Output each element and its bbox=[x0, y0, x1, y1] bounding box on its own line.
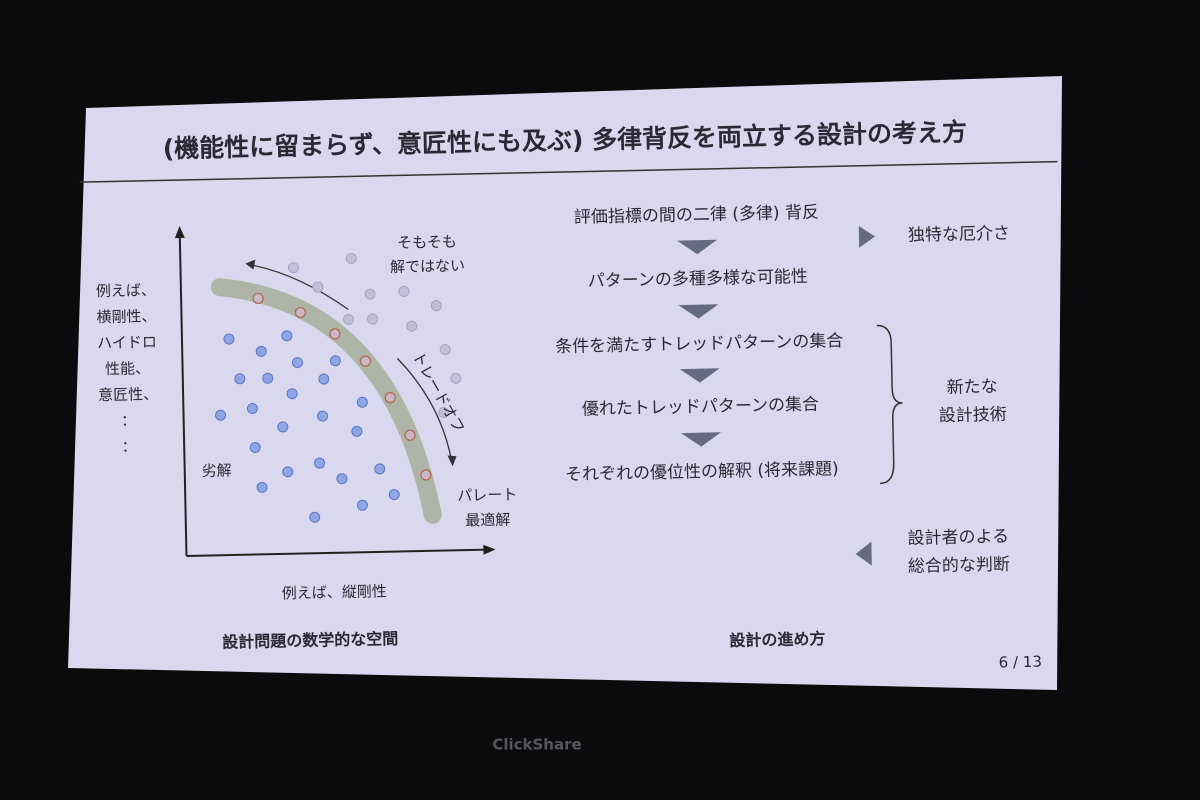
y-axis-label: ： bbox=[121, 411, 136, 429]
step-label: パターンの多種多様な可能性 bbox=[588, 267, 809, 292]
solution-dot bbox=[262, 372, 274, 384]
solution-dot bbox=[223, 333, 235, 345]
judgment-note: 総合的な判断 bbox=[908, 555, 1010, 577]
solution-dot bbox=[215, 409, 227, 421]
solution-dot bbox=[255, 345, 267, 357]
solution-dot bbox=[318, 373, 330, 385]
solution-dot bbox=[329, 355, 341, 367]
pareto-dot bbox=[420, 469, 432, 481]
brace bbox=[876, 324, 903, 485]
down-triangle bbox=[678, 304, 719, 319]
page-number: 6 / 13 bbox=[998, 653, 1042, 672]
new-tech-note: 新たな bbox=[946, 377, 997, 398]
solution-dot bbox=[281, 330, 293, 342]
infeasible-dot bbox=[406, 320, 418, 332]
x-axis bbox=[186, 548, 488, 557]
pareto-dot bbox=[384, 392, 396, 404]
judgment-note: 設計者のよる bbox=[907, 527, 1009, 549]
pareto-dot bbox=[329, 328, 341, 340]
pareto-dot bbox=[359, 355, 372, 367]
solution-dot bbox=[336, 473, 348, 485]
solution-dot bbox=[277, 421, 289, 433]
solution-dot bbox=[256, 481, 268, 493]
right-triangle bbox=[858, 225, 875, 248]
pareto-dot bbox=[252, 292, 264, 305]
infeasible-dot bbox=[438, 407, 450, 419]
solution-dot bbox=[374, 463, 386, 475]
title-rule bbox=[79, 160, 1058, 183]
infeasible-label: 解ではない bbox=[390, 257, 465, 277]
infeasible-dot bbox=[312, 281, 324, 293]
left-caption: 設計問題の数学的な空間 bbox=[222, 629, 398, 652]
solution-dot bbox=[388, 489, 400, 501]
arrowhead bbox=[245, 259, 256, 270]
slide-content: (機能性に留まらず、意匠性にも及ぶ) 多律背反を両立する設計の考え方 例えば、横… bbox=[79, 118, 1058, 672]
infeasible-dot bbox=[439, 344, 451, 356]
solution-dot bbox=[314, 457, 326, 469]
solution-dot bbox=[246, 403, 258, 415]
infeasible-dot bbox=[287, 262, 299, 274]
y-axis-label: 性能、 bbox=[105, 359, 150, 378]
infeasible-dot bbox=[450, 372, 462, 384]
pareto-dot bbox=[404, 429, 416, 441]
y-arrow bbox=[174, 226, 185, 239]
y-axis bbox=[178, 233, 188, 556]
y-axis-label: 意匠性、 bbox=[98, 385, 158, 404]
pareto-dot bbox=[294, 306, 307, 319]
right-caption: 設計の進め方 bbox=[729, 629, 825, 650]
pareto-label: パレート bbox=[457, 486, 517, 505]
arrowhead bbox=[447, 455, 457, 467]
solution-dot bbox=[282, 466, 294, 478]
solution-dot bbox=[309, 511, 321, 523]
infeasible-dot bbox=[398, 285, 410, 297]
slide bbox=[68, 76, 1062, 690]
solution-dot bbox=[351, 425, 363, 437]
x-arrow bbox=[483, 544, 496, 555]
pareto-band bbox=[210, 278, 442, 524]
infeasible-label: そもそも bbox=[397, 233, 457, 252]
x-axis-label: 例えば、縦剛性 bbox=[282, 582, 387, 602]
y-axis-label: 例えば、 bbox=[96, 281, 156, 300]
down-triangle bbox=[681, 432, 722, 447]
y-axis-label: ： bbox=[122, 437, 137, 455]
infeasible-dot bbox=[343, 314, 355, 326]
unique-note: 独特な厄介さ bbox=[908, 224, 1010, 246]
infeasible-dot bbox=[430, 300, 442, 312]
infeasible-dot bbox=[367, 313, 379, 325]
down-triangle bbox=[679, 368, 720, 383]
solution-dot bbox=[317, 410, 329, 422]
solution-dot bbox=[234, 373, 246, 385]
solution-dot bbox=[291, 357, 303, 369]
solution-dot bbox=[286, 388, 298, 400]
arc-arrow bbox=[249, 263, 349, 311]
down-triangle bbox=[677, 239, 717, 255]
infeasible-dot bbox=[364, 288, 376, 300]
dots bbox=[215, 252, 462, 523]
solution-dot bbox=[249, 442, 261, 454]
inferior-label: 劣解 bbox=[202, 462, 232, 481]
y-axis-label: 横剛性、 bbox=[96, 307, 156, 326]
y-axis-label: ハイドロ bbox=[97, 333, 157, 352]
solution-dot bbox=[356, 396, 368, 408]
arc-arrow bbox=[396, 358, 453, 461]
solution-dot bbox=[356, 499, 368, 511]
step-label: 優れたトレッドパターンの集合 bbox=[582, 395, 820, 420]
infeasible-dot bbox=[345, 252, 357, 264]
left-triangle bbox=[855, 541, 872, 566]
brand: ClickShare bbox=[492, 736, 581, 754]
new-tech-note: 設計技術 bbox=[939, 405, 1007, 426]
pareto-label: 最適解 bbox=[465, 511, 510, 530]
